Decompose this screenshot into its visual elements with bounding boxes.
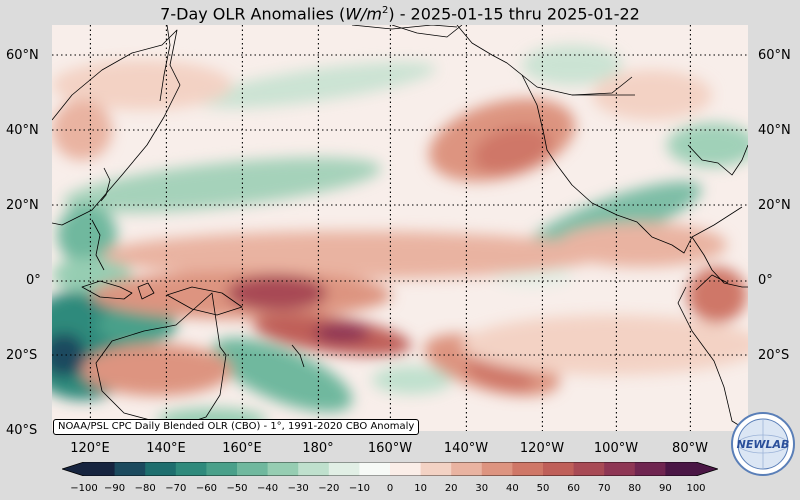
lon-label-120e: 120°E bbox=[70, 441, 110, 456]
colorbar-tick-label: −70 bbox=[165, 483, 187, 494]
colorbar-bin bbox=[145, 462, 177, 476]
colorbar-bin bbox=[573, 462, 605, 476]
colorbar-tick-label: 10 bbox=[414, 483, 427, 494]
colorbar-bin bbox=[206, 462, 238, 476]
colorbar-tick-label: 0 bbox=[386, 483, 394, 494]
colorbar-bin bbox=[481, 462, 513, 476]
colorbar-bin bbox=[390, 462, 422, 476]
colorbar-bin bbox=[328, 462, 360, 476]
colorbar-tick-label: 30 bbox=[475, 483, 489, 494]
lat-label-60n-right: 60°N bbox=[758, 48, 791, 63]
source-note: NOAA/PSL CPC Daily Blended OLR (CBO) - 1… bbox=[53, 419, 420, 435]
colorbar-tick-label: −80 bbox=[134, 483, 156, 494]
colorbar-tick-label: −50 bbox=[226, 483, 248, 494]
lat-label-40s-left: 40°S bbox=[6, 423, 38, 438]
lat-label-20n-right: 20°N bbox=[758, 198, 791, 213]
coastlines bbox=[52, 25, 748, 431]
lat-label-20n-left: 20°N bbox=[6, 198, 39, 213]
colorbar-tick-label: −20 bbox=[318, 483, 340, 494]
olr-anomaly-map bbox=[52, 25, 748, 431]
map-title: 7-Day OLR Anomalies (W/m2) - 2025-01-15 … bbox=[160, 4, 640, 24]
lon-label-100w: 100°W bbox=[593, 441, 639, 456]
colorbar-tick-label: 70 bbox=[597, 483, 611, 494]
colorbar-bin bbox=[114, 462, 146, 476]
colorbar-bin bbox=[665, 462, 697, 476]
colorbar-bin bbox=[604, 462, 636, 476]
colorbar-bin bbox=[634, 462, 666, 476]
graticule bbox=[52, 25, 748, 431]
colorbar-tick-label: 90 bbox=[659, 483, 672, 494]
colorbar-tick-label: −30 bbox=[287, 483, 309, 494]
lat-label-40n-right: 40°N bbox=[758, 123, 791, 138]
colorbar-tick-label: −60 bbox=[195, 483, 217, 494]
lon-label-80w: 80°W bbox=[672, 441, 708, 456]
colorbar-bin bbox=[84, 462, 116, 476]
lat-label-20s-right: 20°S bbox=[758, 348, 790, 363]
colorbar-bin bbox=[359, 462, 391, 476]
colorbar-bin bbox=[543, 462, 575, 476]
colorbar-tick-label: −10 bbox=[348, 483, 370, 494]
lon-label-160e: 160°E bbox=[222, 441, 262, 456]
colorbar-bin bbox=[298, 462, 330, 476]
colorbar-bin bbox=[451, 462, 483, 476]
colorbar-bin bbox=[512, 462, 544, 476]
colorbar-tick-label: 80 bbox=[628, 483, 642, 494]
colorbar-tick-label: 20 bbox=[444, 483, 458, 494]
lat-label-eq-left: 0° bbox=[26, 273, 41, 288]
psl-logo: NEWLAB bbox=[731, 412, 795, 476]
lat-label-20s-left: 20°S bbox=[6, 348, 38, 363]
colorbar-bin bbox=[267, 462, 299, 476]
colorbar-tick-label: 100 bbox=[686, 483, 706, 494]
lon-label-140w: 140°W bbox=[443, 441, 489, 456]
lon-label-120w: 120°W bbox=[519, 441, 565, 456]
colorbar-bin bbox=[420, 462, 452, 476]
colorbar-tick-label: −100 bbox=[70, 483, 98, 494]
colorbar-extend-max bbox=[696, 462, 718, 476]
colorbar bbox=[62, 462, 718, 476]
lat-label-eq-right: 0° bbox=[758, 273, 773, 288]
colorbar-extend-min bbox=[62, 462, 84, 476]
colorbar-tick-label: −90 bbox=[104, 483, 126, 494]
colorbar-bin bbox=[237, 462, 269, 476]
colorbar-tick-label: 40 bbox=[506, 483, 519, 494]
colorbar-bin bbox=[175, 462, 207, 476]
colorbar-tick-label: 50 bbox=[536, 483, 550, 494]
colorbar-tick-label: −40 bbox=[257, 483, 279, 494]
lat-label-60n-left: 60°N bbox=[6, 48, 39, 63]
logo-text: NEWLAB bbox=[737, 438, 790, 451]
lon-label-180: 180° bbox=[302, 441, 334, 456]
lat-label-40n-left: 40°N bbox=[6, 123, 39, 138]
colorbar-tick-label: 60 bbox=[567, 483, 580, 494]
lon-label-160w: 160°W bbox=[367, 441, 413, 456]
lon-label-140e: 140°E bbox=[146, 441, 186, 456]
